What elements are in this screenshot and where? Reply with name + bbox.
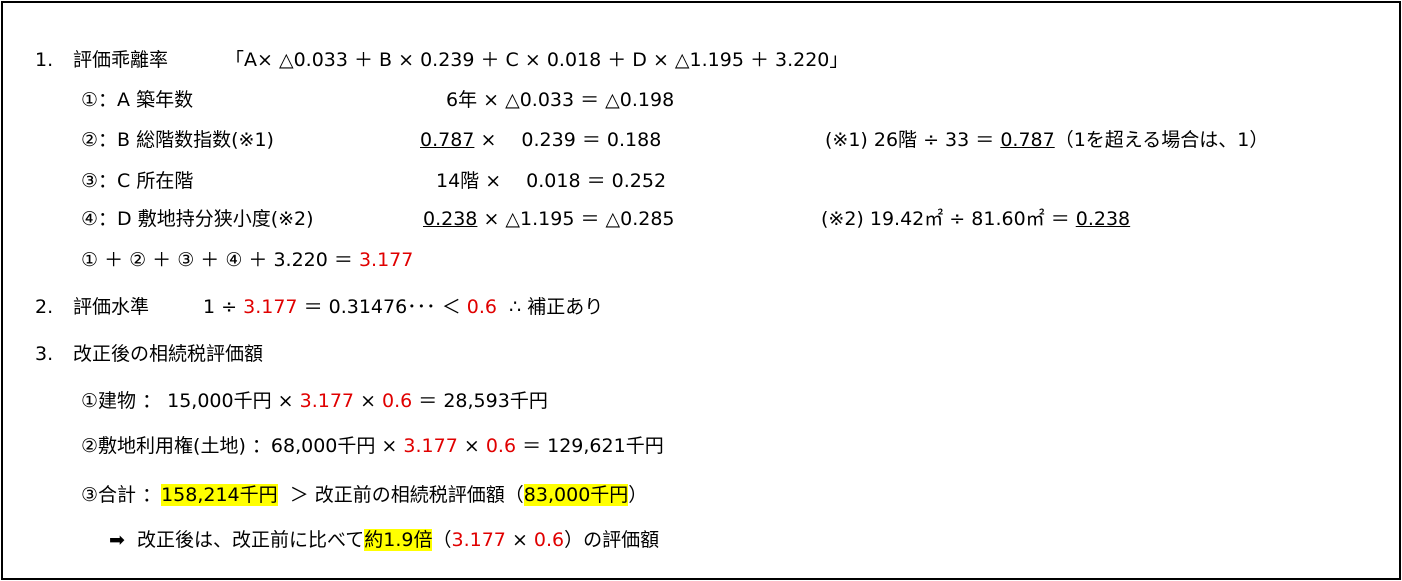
label: ①：A 築年数: [81, 89, 194, 111]
highlight: 158,214千円: [161, 484, 278, 506]
line: ③：C 所在階: [81, 168, 193, 194]
text: ）: [628, 484, 648, 506]
threshold: 0.6: [466, 296, 497, 318]
text: ×: [360, 390, 376, 412]
number: 3.: [35, 343, 54, 365]
text: ）の評価額: [564, 529, 660, 551]
line: 6年 × △0.033 ＝ △0.198: [446, 87, 674, 113]
title: 評価乖離率: [73, 49, 169, 71]
number: 1.: [35, 49, 54, 71]
text: ×: [511, 529, 528, 551]
highlight: 約1.9倍: [364, 529, 433, 551]
text: （: [432, 529, 452, 551]
sum-result: 3.177: [358, 249, 414, 271]
text: ×: [463, 435, 480, 457]
line: 「A× △0.033 ＋ B × 0.239 ＋ C × 0.018 ＋ D ×…: [225, 47, 848, 73]
text: ＝ 28,593千円: [418, 390, 548, 412]
calc: 6年 × △0.033 ＝ △0.198: [446, 89, 675, 111]
calc: × 0.239 ＝ 0.188: [480, 129, 662, 151]
line: ①建物 ： 15,000千円 × 3.177 × 0.6 ＝ 28,593千円: [81, 388, 548, 414]
calc: 14階 × 0.018 ＝ 0.252: [436, 170, 667, 192]
highlight: 83,000千円: [523, 484, 629, 506]
line: ①：A 築年数: [81, 87, 193, 113]
note: (※1) 26階 ÷ 33 ＝: [825, 129, 995, 151]
text: 改正後は、改正前に比べて: [137, 529, 365, 551]
line: ②：B 総階数指数(※1): [81, 127, 274, 153]
label: ②：B 総階数指数(※1): [81, 129, 274, 151]
line: 改正後の相続税評価額: [73, 341, 263, 367]
number: 2.: [35, 296, 54, 318]
line: 評価乖離率: [73, 47, 168, 73]
formula: 「A× △0.033 ＋ B × 0.239 ＋ C × 0.018 ＋ D ×…: [225, 49, 849, 71]
rate: 0.6: [533, 529, 565, 551]
line: 1 ÷ 3.177 ＝ 0.31476･･･ ＜ 0.6 ∴ 補正あり: [203, 294, 603, 320]
line: 2.: [35, 294, 53, 320]
note: (※2) 19.42㎡ ÷ 81.60㎡ ＝: [821, 208, 1070, 230]
text: ＝ 129,621千円: [522, 435, 664, 457]
title: 改正後の相続税評価額: [73, 343, 264, 365]
line: (※2) 19.42㎡ ÷ 81.60㎡ ＝ 0.238: [821, 206, 1130, 232]
text: ＞ 改正前の相続税評価額（: [289, 484, 524, 506]
ratio: 3.177: [451, 529, 506, 551]
line: 3.: [35, 341, 53, 367]
line: 14階 × 0.018 ＝ 0.252: [436, 168, 666, 194]
line: (※1) 26階 ÷ 33 ＝ 0.787（1を超える場合は、1）: [825, 127, 1268, 153]
note-value: 0.238: [1075, 208, 1131, 230]
text: ③合計 ：: [81, 484, 162, 506]
text: ＝ 0.31476･･･ ＜: [303, 296, 461, 318]
ratio: 3.177: [403, 435, 458, 457]
note-value: 0.787: [1000, 129, 1055, 151]
ratio: 3.177: [299, 390, 355, 412]
text: 1 ÷: [203, 296, 238, 318]
label: ④：D 敷地持分狭小度(※2): [81, 208, 314, 230]
note-tail: （1を超える場合は、1）: [1054, 129, 1269, 151]
line: ➡ 改正後は、改正前に比べて約1.9倍（3.177 × 0.6）の評価額: [109, 527, 659, 553]
label: ③：C 所在階: [81, 170, 194, 192]
text: ∴ 補正あり: [509, 296, 604, 318]
text: ①建物 ： 15,000千円 ×: [81, 390, 294, 412]
ratio: 3.177: [243, 296, 298, 318]
rate: 0.6: [485, 435, 517, 457]
rate: 0.6: [382, 390, 413, 412]
factor: 0.787: [420, 129, 475, 151]
line: 評価水準: [73, 294, 149, 320]
factor: 0.238: [423, 208, 478, 230]
line: 0.787 × 0.239 ＝ 0.188: [420, 127, 661, 153]
sum: ① ＋ ② ＋ ③ ＋ ④ ＋ 3.220 ＝: [81, 249, 353, 271]
line: 1.: [35, 47, 53, 73]
line: 0.238 × △1.195 ＝ △0.285: [423, 206, 675, 232]
line: ① ＋ ② ＋ ③ ＋ ④ ＋ 3.220 ＝ 3.177: [81, 247, 413, 273]
title: 評価水準: [73, 296, 150, 318]
text: ②敷地利用権(土地) ：68,000千円 ×: [81, 435, 398, 457]
arrow: ➡: [109, 529, 125, 551]
line: ④：D 敷地持分狭小度(※2): [81, 206, 314, 232]
line: ③合計 ：158,214千円 ＞ 改正前の相続税評価額（83,000千円）: [81, 482, 647, 508]
line: ②敷地利用権(土地) ：68,000千円 × 3.177 × 0.6 ＝ 129…: [81, 433, 664, 459]
calc: × △1.195 ＝ △0.285: [483, 208, 675, 230]
